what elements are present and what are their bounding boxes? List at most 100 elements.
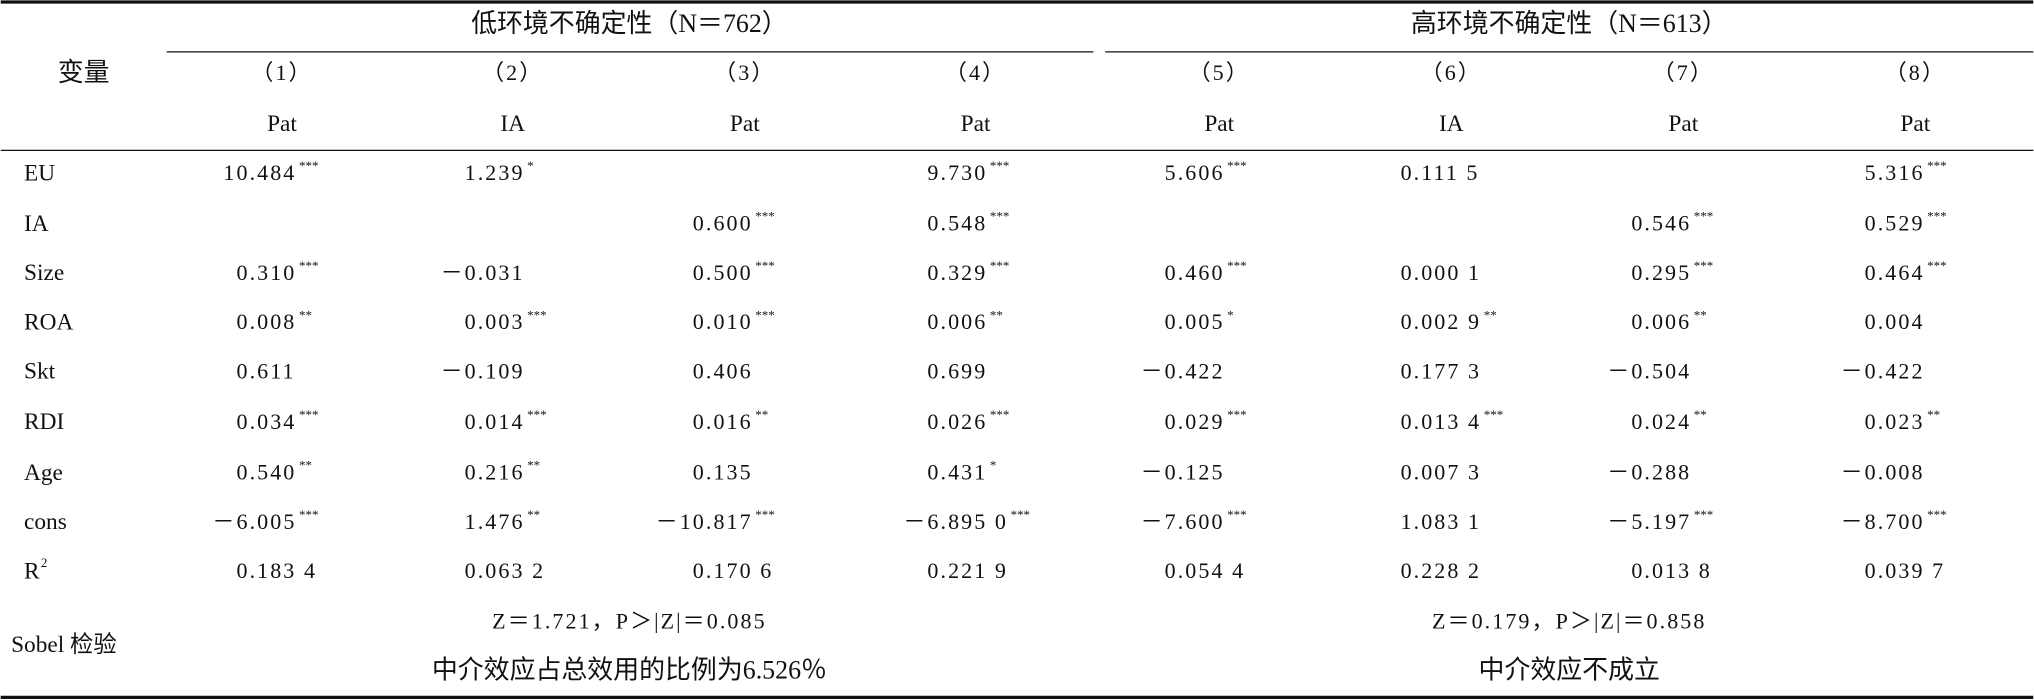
row-label-sup: 2 bbox=[41, 555, 47, 570]
cell-value: －0.422 bbox=[1141, 358, 1225, 383]
significance: ** bbox=[527, 458, 540, 473]
significance: *** bbox=[1227, 258, 1246, 273]
cell-value: 5.316 bbox=[1865, 160, 1925, 185]
significance: *** bbox=[755, 258, 774, 273]
significance: *** bbox=[299, 507, 318, 522]
significance: ** bbox=[990, 307, 1003, 322]
column-number: （3） bbox=[714, 60, 775, 85]
cell-value: 1.239 bbox=[465, 160, 525, 185]
significance: *** bbox=[755, 507, 774, 522]
cell-value: 0.026 bbox=[927, 409, 987, 434]
cell-value: 0.500 bbox=[693, 260, 753, 285]
column-number: （6） bbox=[1421, 60, 1482, 85]
cell-value: 0.310 bbox=[236, 260, 296, 285]
significance: *** bbox=[299, 407, 318, 422]
row-label: IA bbox=[24, 211, 49, 237]
significance: *** bbox=[299, 158, 318, 173]
cell-value: 0.183 4 bbox=[236, 558, 317, 583]
cell-value: －0.031 bbox=[441, 260, 525, 285]
cell-value: －0.504 bbox=[1607, 358, 1691, 383]
significance: * bbox=[527, 158, 533, 173]
significance: *** bbox=[755, 307, 774, 322]
dependent-variable: Pat bbox=[267, 111, 297, 137]
dependent-variable: Pat bbox=[961, 111, 991, 137]
cell-value: 0.170 6 bbox=[693, 558, 774, 583]
significance: * bbox=[990, 458, 996, 473]
row-label: R bbox=[24, 558, 40, 584]
cell-value: 0.540 bbox=[236, 460, 296, 485]
significance: ** bbox=[1694, 407, 1707, 422]
cell-value: 0.111 5 bbox=[1401, 160, 1480, 185]
cell-value: 0.013 4 bbox=[1401, 409, 1482, 434]
cell-value: 1.476 bbox=[465, 509, 525, 534]
cell-value: 0.054 4 bbox=[1165, 558, 1246, 583]
row-label: Skt bbox=[24, 359, 56, 385]
significance: ** bbox=[1694, 307, 1707, 322]
significance: *** bbox=[1927, 158, 1946, 173]
significance: *** bbox=[1227, 407, 1246, 422]
cell-value: －5.197 bbox=[1607, 509, 1691, 534]
column-number: （8） bbox=[1885, 60, 1946, 85]
significance: *** bbox=[1484, 407, 1503, 422]
cell-value: －8.700 bbox=[1841, 509, 1925, 534]
cell-value: －7.600 bbox=[1141, 509, 1225, 534]
cell-value: 0.023 bbox=[1865, 409, 1925, 434]
cell-value: 0.016 bbox=[693, 409, 753, 434]
sobel-conclusion: 中介效应占总效用的比例为6.526％ bbox=[432, 656, 827, 685]
cell-value: 0.005 bbox=[1165, 309, 1225, 334]
cell-value: 0.546 bbox=[1631, 211, 1691, 236]
significance: *** bbox=[1694, 258, 1713, 273]
significance: ** bbox=[1484, 307, 1497, 322]
cell-value: －0.422 bbox=[1841, 358, 1925, 383]
cell-value: 0.008 bbox=[236, 309, 296, 334]
significance: *** bbox=[990, 407, 1009, 422]
cell-value: 0.063 2 bbox=[465, 558, 546, 583]
significance: *** bbox=[1927, 507, 1946, 522]
row-label: cons bbox=[24, 509, 67, 535]
significance: *** bbox=[1227, 507, 1246, 522]
cell-value: 0.024 bbox=[1631, 409, 1691, 434]
significance: ** bbox=[1927, 407, 1940, 422]
cell-value: 0.611 bbox=[236, 358, 295, 383]
group-header: 高环境不确定性（N＝613） bbox=[1411, 9, 1728, 38]
cell-value: 0.034 bbox=[236, 409, 296, 434]
significance: *** bbox=[299, 258, 318, 273]
dependent-variable: Pat bbox=[1900, 111, 1930, 137]
cell-value: 0.228 2 bbox=[1401, 558, 1482, 583]
significance: *** bbox=[990, 258, 1009, 273]
cell-value: 0.177 3 bbox=[1401, 358, 1482, 383]
cell-value: 0.006 bbox=[927, 309, 987, 334]
cell-value: －0.288 bbox=[1607, 460, 1691, 485]
significance: * bbox=[1227, 307, 1233, 322]
dependent-variable: IA bbox=[500, 111, 525, 137]
column-number: （5） bbox=[1189, 60, 1250, 85]
sobel-label: Sobel 检验 bbox=[11, 631, 117, 658]
cell-value: －0.008 bbox=[1841, 460, 1925, 485]
significance: *** bbox=[990, 209, 1009, 224]
cell-value: 9.730 bbox=[927, 160, 987, 185]
dependent-variable: Pat bbox=[1668, 111, 1698, 137]
cell-value: 0.013 8 bbox=[1631, 558, 1712, 583]
significance: ** bbox=[527, 507, 540, 522]
significance: *** bbox=[1694, 209, 1713, 224]
dependent-variable: IA bbox=[1439, 111, 1464, 137]
dependent-variable: Pat bbox=[730, 111, 760, 137]
cell-value: 0.295 bbox=[1631, 260, 1691, 285]
cell-value: －0.125 bbox=[1141, 460, 1225, 485]
row-label: ROA bbox=[24, 309, 73, 335]
significance: *** bbox=[527, 407, 546, 422]
cell-value: 5.606 bbox=[1165, 160, 1225, 185]
cell-value: 0.010 bbox=[693, 309, 753, 334]
cell-value: 0.699 bbox=[927, 358, 987, 383]
cell-value: 0.135 bbox=[693, 460, 753, 485]
cell-value: －6.005 bbox=[212, 509, 296, 534]
cell-value: 0.003 bbox=[465, 309, 525, 334]
cell-value: 0.004 bbox=[1865, 309, 1925, 334]
sobel-conclusion: 中介效应不成立 bbox=[1479, 656, 1660, 685]
dependent-variable: Pat bbox=[1204, 111, 1234, 137]
cell-value: 0.029 bbox=[1165, 409, 1225, 434]
significance: *** bbox=[1927, 258, 1946, 273]
cell-value: 0.000 1 bbox=[1401, 260, 1482, 285]
column-number: （7） bbox=[1653, 60, 1714, 85]
